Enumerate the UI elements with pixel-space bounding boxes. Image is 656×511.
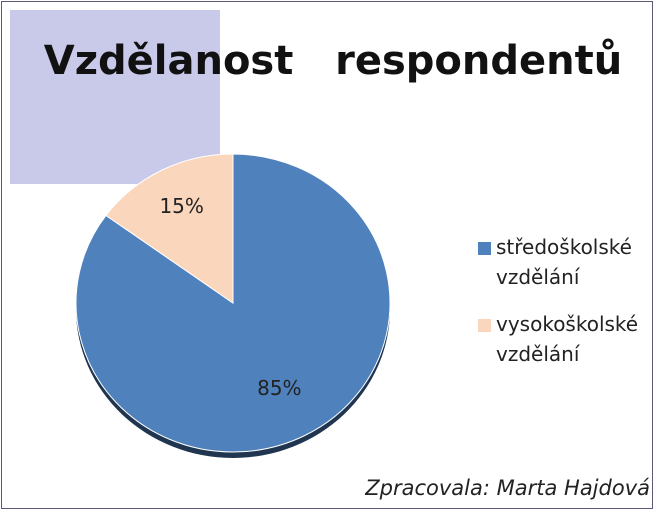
background-block — [10, 10, 220, 184]
legend-label: vysokoškolské vzdělání — [496, 312, 639, 366]
chart-title: Vzdělanost respondentů — [43, 38, 623, 84]
data-label: 85% — [257, 376, 301, 400]
legend-swatch — [478, 242, 491, 255]
pie-slice — [105, 153, 234, 304]
legend-label: středoškolské vzdělání — [496, 235, 632, 289]
legend-swatch — [478, 319, 491, 332]
data-label: 15% — [159, 194, 203, 218]
annotation: Zpracovala: Marta Hajdová — [365, 476, 650, 500]
